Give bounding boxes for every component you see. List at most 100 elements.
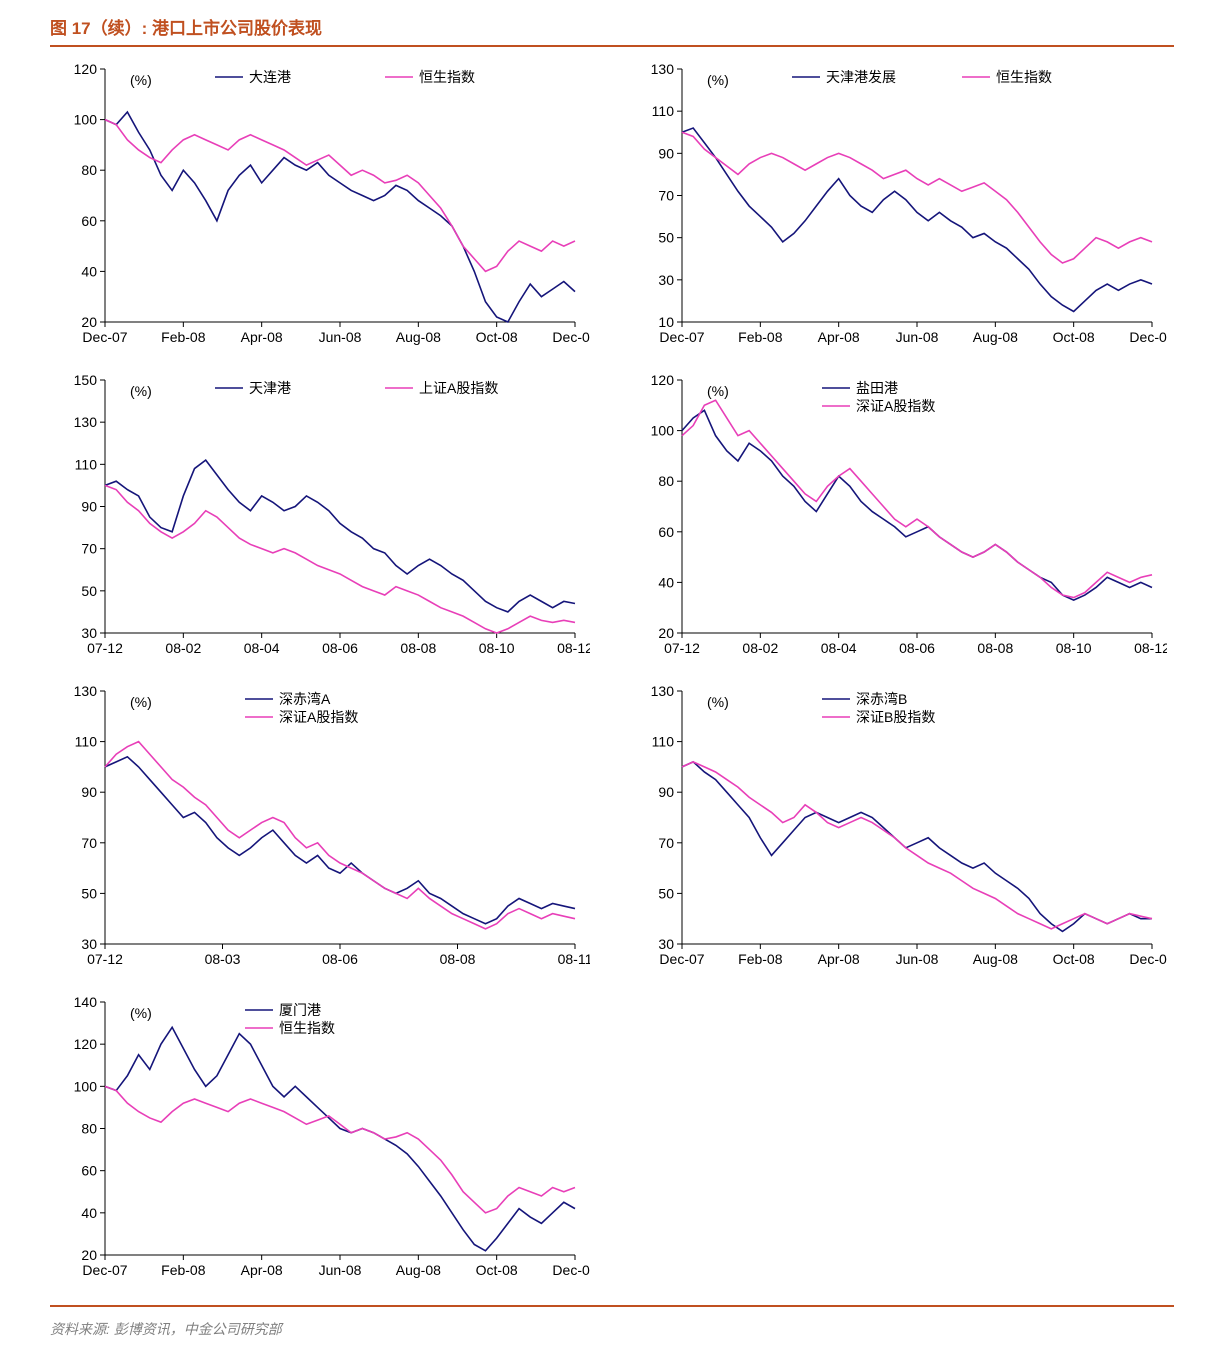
svg-text:100: 100 <box>74 112 98 128</box>
series-index <box>105 120 575 272</box>
svg-text:Dec-07: Dec-07 <box>82 329 127 345</box>
svg-text:08-06: 08-06 <box>322 951 358 967</box>
svg-text:130: 130 <box>74 683 98 699</box>
series-stock <box>105 112 575 322</box>
series-index <box>105 1086 575 1213</box>
svg-text:Apr-08: Apr-08 <box>241 1262 283 1278</box>
svg-text:08-04: 08-04 <box>244 640 280 656</box>
svg-text:80: 80 <box>658 473 674 489</box>
svg-text:60: 60 <box>81 213 97 229</box>
svg-text:20: 20 <box>81 1247 97 1263</box>
svg-text:(%): (%) <box>707 72 729 88</box>
svg-text:110: 110 <box>75 734 98 750</box>
svg-text:40: 40 <box>81 263 97 279</box>
svg-text:70: 70 <box>658 835 674 851</box>
svg-text:30: 30 <box>658 272 674 288</box>
svg-text:60: 60 <box>81 1163 97 1179</box>
svg-text:Dec-08: Dec-08 <box>1129 329 1167 345</box>
svg-text:20: 20 <box>658 625 674 641</box>
title-rule <box>50 45 1174 47</box>
svg-text:130: 130 <box>74 414 98 430</box>
svg-text:Feb-08: Feb-08 <box>161 329 206 345</box>
svg-text:80: 80 <box>81 162 97 178</box>
svg-text:Oct-08: Oct-08 <box>476 329 518 345</box>
svg-text:08-10: 08-10 <box>479 640 515 656</box>
svg-text:Apr-08: Apr-08 <box>241 329 283 345</box>
svg-text:Feb-08: Feb-08 <box>161 1262 206 1278</box>
svg-text:Dec-07: Dec-07 <box>659 951 704 967</box>
figure-title: 图 17（续）: 港口上市公司股价表现 <box>50 10 1174 43</box>
legend-label: 恒生指数 <box>279 1020 335 1036</box>
legend-label: 深证A股指数 <box>856 398 935 414</box>
legend-label: 深赤湾A <box>279 691 331 707</box>
series-index <box>682 132 1152 263</box>
chart-c6: 30507090110130Dec-07Feb-08Apr-08Jun-08Au… <box>627 679 1174 984</box>
chart-c2: 1030507090110130Dec-07Feb-08Apr-08Jun-08… <box>627 57 1174 362</box>
svg-text:Dec-08: Dec-08 <box>552 329 590 345</box>
legend-label: 恒生指数 <box>996 69 1052 85</box>
svg-text:70: 70 <box>81 541 97 557</box>
svg-text:60: 60 <box>658 524 674 540</box>
svg-text:(%): (%) <box>130 1005 152 1021</box>
svg-text:08-08: 08-08 <box>977 640 1013 656</box>
series-index <box>682 400 1152 597</box>
svg-text:40: 40 <box>81 1205 97 1221</box>
svg-text:08-11: 08-11 <box>558 951 590 967</box>
svg-text:Jun-08: Jun-08 <box>319 329 362 345</box>
svg-text:07-12: 07-12 <box>87 640 123 656</box>
svg-text:50: 50 <box>81 583 97 599</box>
svg-text:140: 140 <box>74 994 98 1010</box>
svg-text:08-06: 08-06 <box>322 640 358 656</box>
chart-c1: 20 40 60 80 100 120 Dec-07 Feb-08 Apr-08 Jun-08 Au… <box>50 57 597 362</box>
svg-text:08-12: 08-12 <box>1134 640 1167 656</box>
svg-text:90: 90 <box>81 499 97 515</box>
svg-text:08-12: 08-12 <box>557 640 590 656</box>
source-note: 资料来源: 彭博资讯，中金公司研究部 <box>50 1319 1174 1339</box>
svg-text:30: 30 <box>81 936 97 952</box>
svg-text:50: 50 <box>81 885 97 901</box>
chart-c5: 3050709011013007-1208-0308-0608-0808-11(… <box>50 679 597 984</box>
svg-text:Oct-08: Oct-08 <box>476 1262 518 1278</box>
svg-text:(%): (%) <box>130 383 152 399</box>
series-stock <box>105 1027 575 1250</box>
svg-text:07-12: 07-12 <box>87 951 123 967</box>
svg-text:08-06: 08-06 <box>899 640 935 656</box>
svg-text:80: 80 <box>81 1121 97 1137</box>
legend-label: 深赤湾B <box>856 691 907 707</box>
svg-text:Oct-08: Oct-08 <box>1053 951 1095 967</box>
svg-text:100: 100 <box>651 423 675 439</box>
legend-label: 盐田港 <box>856 380 898 396</box>
svg-text:(%): (%) <box>707 383 729 399</box>
svg-text:Dec-07: Dec-07 <box>82 1262 127 1278</box>
legend-label: 天津港 <box>249 380 291 396</box>
svg-text:90: 90 <box>658 145 674 161</box>
svg-text:Aug-08: Aug-08 <box>973 329 1018 345</box>
svg-text:50: 50 <box>658 230 674 246</box>
svg-text:150: 150 <box>74 372 98 388</box>
svg-text:90: 90 <box>658 784 674 800</box>
svg-text:Oct-08: Oct-08 <box>1053 329 1095 345</box>
svg-text:100: 100 <box>74 1078 98 1094</box>
svg-text:30: 30 <box>658 936 674 952</box>
svg-text:130: 130 <box>651 683 675 699</box>
svg-text:(%): (%) <box>130 72 152 88</box>
svg-text:Aug-08: Aug-08 <box>396 329 441 345</box>
svg-text:50: 50 <box>658 885 674 901</box>
svg-text:08-08: 08-08 <box>440 951 476 967</box>
legend-label: 大连港 <box>249 69 291 85</box>
svg-text:Dec-08: Dec-08 <box>552 1262 590 1278</box>
svg-text:70: 70 <box>658 188 674 204</box>
svg-text:08-03: 08-03 <box>205 951 241 967</box>
legend-label: 上证A股指数 <box>419 380 498 396</box>
svg-text:20: 20 <box>81 314 97 330</box>
series-index <box>682 762 1152 929</box>
svg-text:10: 10 <box>658 314 674 330</box>
svg-text:Dec-08: Dec-08 <box>1129 951 1167 967</box>
svg-text:Feb-08: Feb-08 <box>738 329 783 345</box>
chart-c4: 2040608010012007-1208-0208-0408-0608-080… <box>627 368 1174 673</box>
svg-text:Apr-08: Apr-08 <box>818 951 860 967</box>
chart-grid: 20 40 60 80 100 120 Dec-07 Feb-08 Apr-08 Jun-08 Au… <box>50 57 1174 1295</box>
series-index <box>105 742 575 929</box>
svg-text:120: 120 <box>74 61 98 77</box>
svg-text:08-04: 08-04 <box>821 640 857 656</box>
